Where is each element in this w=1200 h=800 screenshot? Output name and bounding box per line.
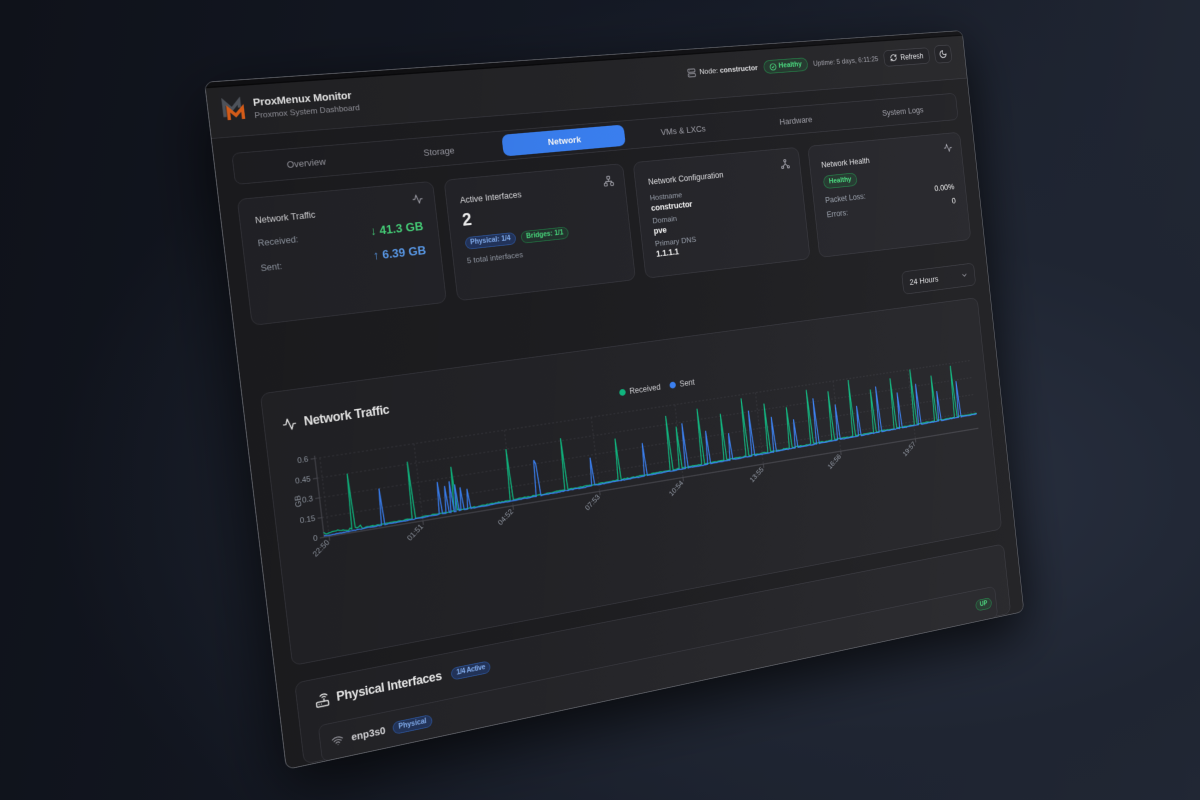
- svg-text:19:57: 19:57: [901, 440, 917, 458]
- svg-text:13:55: 13:55: [748, 465, 765, 484]
- svg-text:0: 0: [313, 533, 319, 543]
- svg-text:07:53: 07:53: [583, 492, 602, 512]
- svg-text:0.3: 0.3: [301, 494, 313, 505]
- svg-text:0.15: 0.15: [299, 514, 316, 526]
- svg-text:0.45: 0.45: [295, 474, 312, 486]
- svg-text:01:51: 01:51: [405, 522, 425, 543]
- svg-text:GB: GB: [292, 495, 303, 508]
- svg-text:16:56: 16:56: [826, 452, 843, 471]
- svg-text:0.6: 0.6: [297, 454, 309, 465]
- svg-text:10:54: 10:54: [667, 478, 685, 497]
- svg-text:04:52: 04:52: [496, 507, 515, 527]
